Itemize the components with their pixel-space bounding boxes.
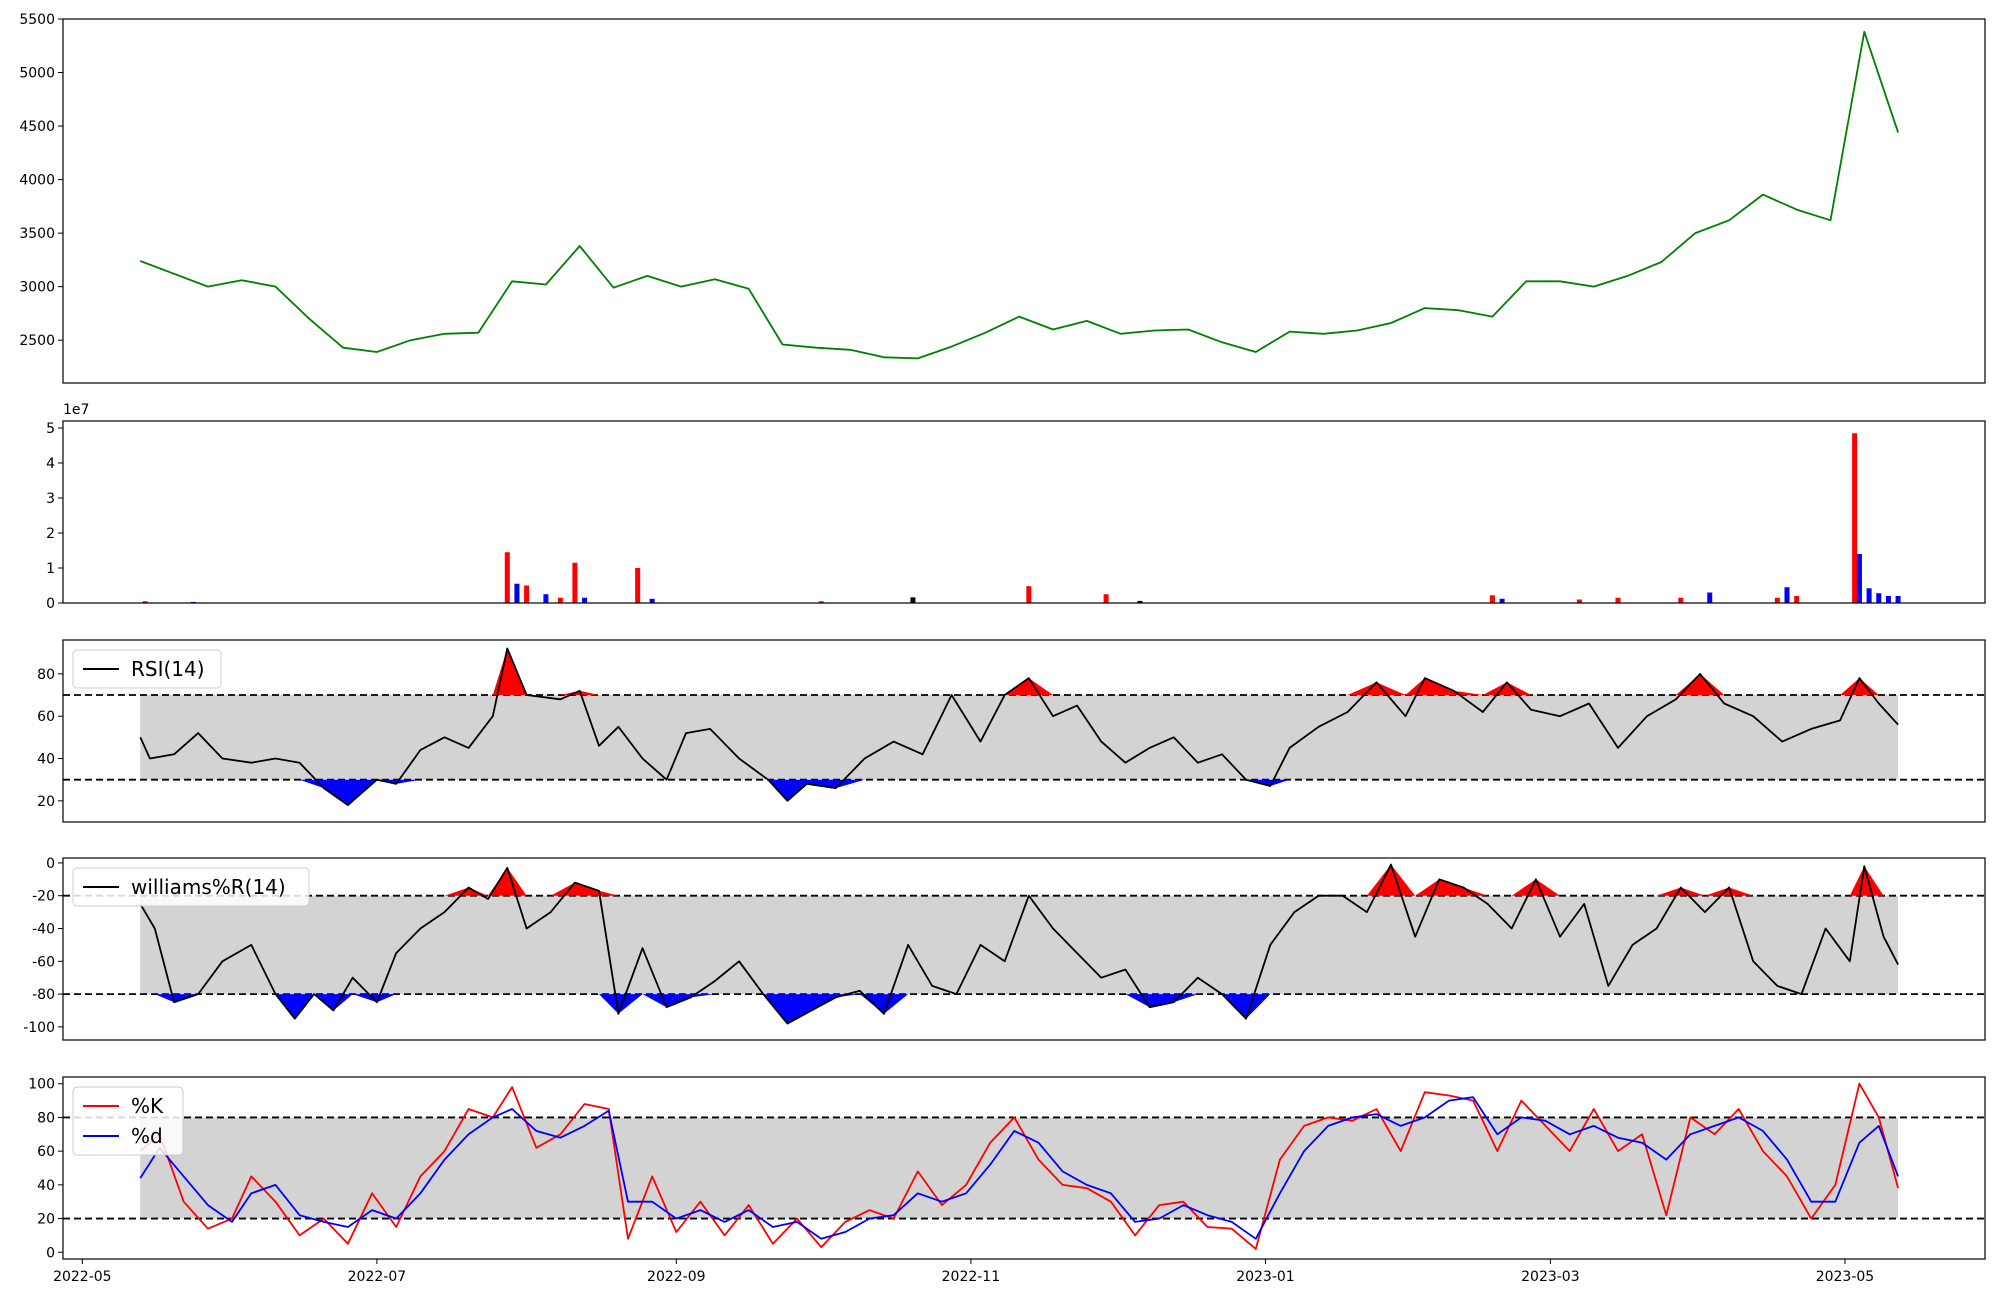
volume-bar — [1885, 596, 1891, 603]
volume-bar — [1852, 433, 1858, 603]
y-tick-label: 4000 — [19, 173, 55, 189]
volume-bar — [1137, 600, 1143, 603]
rsi-panel: 20 40 60 80 RSI(14) — [37, 639, 1986, 823]
volume-bar — [1678, 597, 1684, 603]
volume-bar — [582, 597, 588, 603]
oversold-fill — [140, 779, 1899, 806]
axes-frame — [62, 639, 1986, 823]
legend: %K %d — [72, 1086, 184, 1156]
-d-line — [139, 1096, 1899, 1240]
y-tick-label: 5 — [46, 421, 55, 437]
price-line — [139, 30, 1899, 360]
y-tick-label: 60 — [37, 709, 55, 725]
y-tick-label: 2500 — [19, 333, 55, 349]
y-tick-label: 100 — [28, 1077, 55, 1093]
volume-bar — [572, 562, 578, 603]
legend-label: %d — [131, 1124, 163, 1148]
x-tick-label: 2022-09 — [647, 1269, 706, 1285]
williams-r-14--line — [139, 863, 1899, 1025]
volume-bar — [1576, 599, 1582, 603]
volume-bar — [1794, 596, 1800, 603]
legend-box — [72, 1086, 184, 1156]
price-panel: 2500 3000 3500 4000 4500 5000 5500 — [19, 12, 1986, 384]
x-tick-label: 2023-01 — [1236, 1269, 1295, 1285]
volume-bar — [1856, 554, 1862, 603]
volume-bar — [1784, 587, 1790, 603]
y-tick-label: 3500 — [19, 226, 55, 242]
y-tick-label: -20 — [32, 889, 55, 905]
y-tick-label: 5500 — [19, 12, 55, 28]
y-tick-label: -100 — [23, 1020, 55, 1036]
y-tick-label: 2 — [46, 526, 55, 542]
volume-bar — [910, 597, 916, 603]
volume-bar — [1774, 597, 1780, 603]
x-tick-label: 2022-05 — [53, 1269, 112, 1285]
y-tick-label: 1 — [46, 561, 55, 577]
volume-bar — [1489, 595, 1495, 603]
legend-box — [72, 867, 310, 907]
y-tick-label: 3 — [46, 491, 55, 507]
oversold-fill — [140, 994, 1899, 1024]
stochastic-panel: 0 20 40 60 80 100 %K %d — [28, 1076, 1986, 1261]
-k-line — [139, 1082, 1899, 1250]
legend: williams%R(14) — [72, 867, 310, 907]
x-tick-label: 2022-07 — [348, 1269, 407, 1285]
volume-bar — [1499, 598, 1505, 603]
y-tick-label: -80 — [32, 987, 55, 1003]
neutral-band — [140, 695, 1899, 780]
legend-label: RSI(14) — [131, 657, 205, 681]
axes-frame — [62, 18, 1986, 384]
y-tick-label: 20 — [37, 794, 55, 810]
y-tick-label: 60 — [37, 1144, 55, 1160]
volume-bar — [1615, 597, 1621, 603]
x-tick-label: 2023-05 — [1816, 1269, 1875, 1285]
y-tick-label: -60 — [32, 954, 55, 970]
legend-label: %K — [131, 1094, 164, 1118]
rsi-14--line — [139, 647, 1899, 806]
legend: RSI(14) — [72, 649, 222, 689]
y-tick-label: 4500 — [19, 119, 55, 135]
volume-bar — [543, 594, 549, 603]
y-tick-label: 5000 — [19, 66, 55, 82]
volume-bar — [1876, 593, 1882, 603]
volume-bar — [1103, 594, 1109, 603]
y-tick-label: 40 — [37, 1178, 55, 1194]
y-tick-label: 80 — [37, 1110, 55, 1126]
y-tick-label: 3000 — [19, 280, 55, 296]
volume-bar — [514, 583, 520, 603]
volume-bar — [504, 552, 510, 603]
volume-bar — [649, 598, 655, 603]
volume-bar — [1895, 596, 1901, 603]
axes-frame — [62, 420, 1986, 604]
volume-bar — [557, 597, 563, 603]
volume-bar — [1707, 592, 1713, 603]
axes-frame — [62, 1076, 1986, 1260]
y-tick-label: 0 — [46, 1245, 55, 1261]
y-tick-label: 0 — [46, 856, 55, 872]
axes-frame — [62, 857, 1986, 1041]
y-tick-label: 4 — [46, 456, 55, 472]
legend-label: williams%R(14) — [131, 875, 286, 899]
y-tick-label: 40 — [37, 752, 55, 768]
volume-bar — [142, 601, 148, 603]
x-tick-label: 2022-11 — [942, 1269, 1001, 1285]
volume-bar — [1026, 586, 1032, 603]
volume-bar — [524, 585, 530, 603]
y-tick-label: 20 — [37, 1212, 55, 1228]
overbought-fill — [140, 864, 1899, 896]
y-tick-label: -40 — [32, 922, 55, 938]
volume-bar — [818, 601, 824, 603]
volume-bar — [635, 568, 641, 603]
legend-box — [72, 649, 222, 689]
x-tick-label: 2023-03 — [1521, 1269, 1580, 1285]
williams-panel: -100 -80 -60 -40 -20 0 williams%R(14) — [23, 856, 1986, 1041]
volume-panel: 0 1 2 3 4 5 1e7 — [46, 402, 1986, 612]
overbought-fill — [140, 648, 1899, 695]
y-tick-label: 80 — [37, 667, 55, 683]
y-tick-label: 0 — [46, 596, 55, 612]
neutral-band — [140, 1117, 1899, 1219]
volume-bar — [1866, 588, 1872, 603]
scale-label: 1e7 — [63, 402, 89, 418]
